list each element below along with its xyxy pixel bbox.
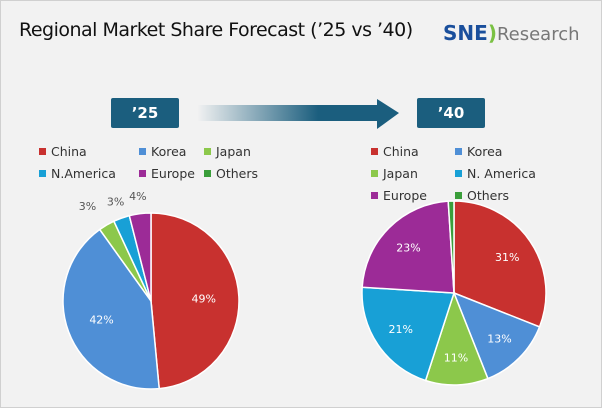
data-label: 13% xyxy=(487,333,511,346)
data-label: 49% xyxy=(192,293,216,306)
logo-sne: SNE xyxy=(443,21,488,45)
legend-swatch xyxy=(39,170,46,177)
year-label-40: ’40 xyxy=(417,98,485,128)
legend-swatch xyxy=(455,192,462,199)
data-label: 3% xyxy=(79,200,96,213)
legend-item: N. America xyxy=(455,166,536,181)
legend-label: Others xyxy=(216,166,259,181)
data-label: 11% xyxy=(444,351,468,364)
data-label: 23% xyxy=(396,241,420,254)
data-label: 31% xyxy=(495,251,519,264)
legend-label: Europe xyxy=(151,166,195,181)
legend-label: Japan xyxy=(216,144,251,159)
pie-slice-europe xyxy=(361,200,455,294)
legend-swatch xyxy=(139,148,146,155)
logo-research: Research xyxy=(496,24,580,45)
data-label: 42% xyxy=(89,313,113,326)
pie-slice-namerica xyxy=(361,286,456,382)
logo-paren: ) xyxy=(487,21,497,45)
legend-swatch xyxy=(204,170,211,177)
legend-swatch xyxy=(455,148,462,155)
legend-label: N.America xyxy=(51,166,116,181)
pie-slice-korea xyxy=(452,291,541,380)
legend-label: N. America xyxy=(467,166,536,181)
pie-slice-korea xyxy=(62,228,161,390)
legend-item: Korea xyxy=(455,144,502,159)
legend-label: Europe xyxy=(383,188,427,203)
legend-item: Japan xyxy=(371,166,418,181)
pie-slice-europe xyxy=(128,212,152,302)
legend-item: Europe xyxy=(139,166,195,181)
legend-item: Others xyxy=(204,166,258,181)
legend-item: Korea xyxy=(139,144,186,159)
data-label: 3% xyxy=(107,196,124,209)
legend-label: Japan xyxy=(383,166,418,181)
legend-item: Others xyxy=(455,188,509,203)
legend-item: China xyxy=(39,144,87,159)
sne-research-logo: SNE)Research xyxy=(443,21,580,45)
pie-slice-others xyxy=(447,200,455,294)
legend-swatch xyxy=(204,148,211,155)
legend-item: N.America xyxy=(39,166,116,181)
data-label: 21% xyxy=(389,323,413,336)
legend-swatch xyxy=(371,148,378,155)
legend-label: China xyxy=(383,144,419,159)
year-label-25: ’25 xyxy=(111,98,179,128)
legend-item: Japan xyxy=(204,144,251,159)
chart-title: Regional Market Share Forecast (’25 vs ’… xyxy=(19,19,413,41)
legend-item: Europe xyxy=(371,188,427,203)
arrow-icon xyxy=(197,99,399,129)
legend-label: China xyxy=(51,144,87,159)
pie-slice-china xyxy=(150,212,240,390)
legend-item: China xyxy=(371,144,419,159)
legend-swatch xyxy=(371,192,378,199)
data-label: 4% xyxy=(129,190,146,203)
legend-swatch xyxy=(371,170,378,177)
pie-slice-china xyxy=(453,200,547,328)
legend-swatch xyxy=(139,170,146,177)
legend-label: Others xyxy=(467,188,510,203)
legend-swatch xyxy=(455,170,462,177)
legend-swatch xyxy=(39,148,46,155)
legend-label: Korea xyxy=(151,144,187,159)
legend-label: Korea xyxy=(467,144,503,159)
